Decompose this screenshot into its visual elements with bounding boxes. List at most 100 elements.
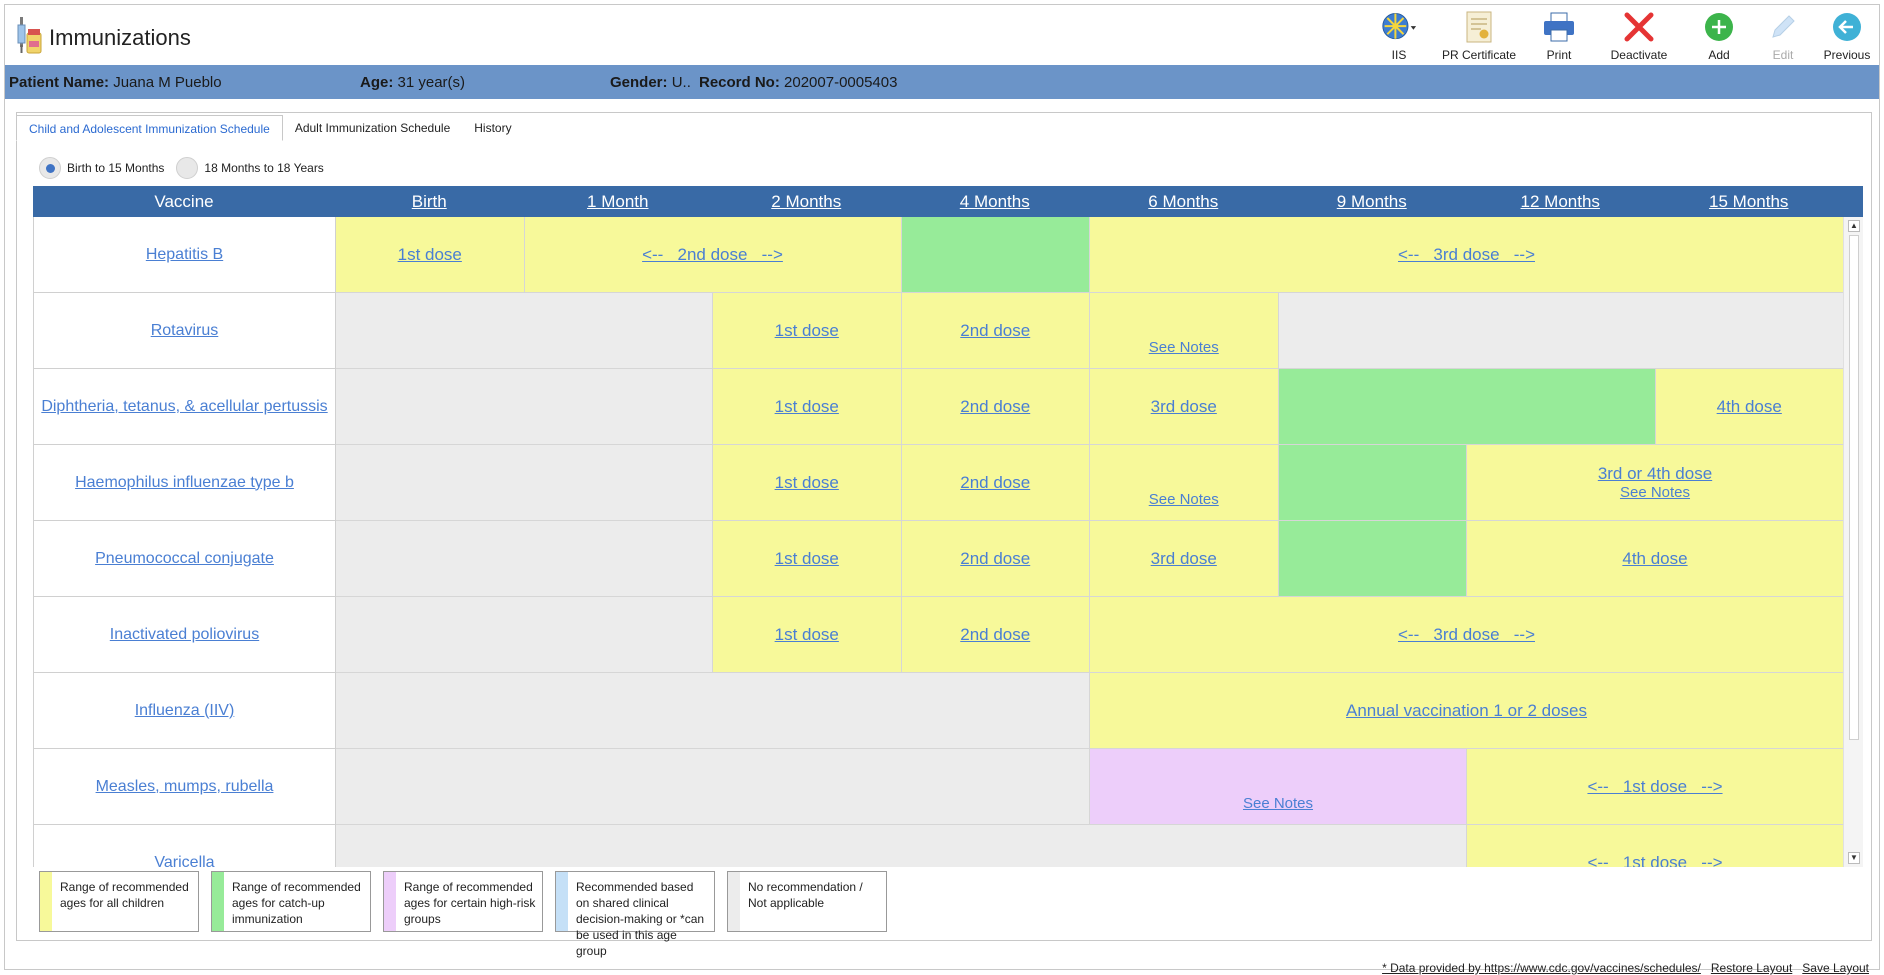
column-header-2[interactable]: 2 Months: [771, 192, 842, 211]
schedule-cell[interactable]: 3rd or 4th dose See Notes: [1467, 445, 1843, 521]
schedule-cell[interactable]: 1st dose: [336, 217, 525, 293]
schedule-cell[interactable]: 3rd dose: [1090, 521, 1279, 597]
schedule-cell[interactable]: 2nd dose: [901, 445, 1090, 521]
schedule-cell[interactable]: 3rd dose: [1090, 369, 1279, 445]
schedule-cell[interactable]: 4th dose: [1655, 369, 1843, 445]
column-header-5[interactable]: 9 Months: [1336, 192, 1407, 211]
radio-18-months-to-18-years[interactable]: 18 Months to 18 Years: [176, 157, 324, 179]
vaccine-link[interactable]: Influenza (IIV): [34, 673, 336, 749]
schedule-cell[interactable]: <-- 1st dose -->: [1467, 749, 1843, 825]
dose-link[interactable]: <-- 3rd dose -->: [1398, 624, 1535, 644]
add-button[interactable]: Add: [1687, 9, 1751, 65]
print-button[interactable]: Print: [1527, 9, 1591, 65]
tab-adult[interactable]: Adult Immunization Schedule: [294, 121, 451, 135]
tab-history[interactable]: History: [474, 121, 512, 135]
schedule-cell[interactable]: See Notes: [1090, 749, 1467, 825]
schedule-cell: [336, 445, 713, 521]
dose-link[interactable]: <-- 2nd dose -->: [642, 244, 783, 264]
column-header-3[interactable]: 4 Months: [959, 192, 1030, 211]
schedule-cell[interactable]: <-- 2nd dose -->: [524, 217, 902, 293]
dose-link[interactable]: 1st dose: [774, 472, 839, 492]
column-header-7[interactable]: 15 Months: [1709, 192, 1789, 211]
dose-link[interactable]: 2nd dose: [960, 396, 1031, 416]
dose-link[interactable]: 4th dose: [1716, 396, 1782, 416]
dose-link[interactable]: 2nd dose: [960, 624, 1031, 644]
see-notes-link[interactable]: See Notes: [1242, 795, 1314, 812]
scroll-thumb[interactable]: [1849, 235, 1859, 740]
radio-circle[interactable]: [176, 157, 199, 179]
column-header-0[interactable]: Birth: [411, 192, 447, 211]
schedule-cell[interactable]: <-- 3rd dose -->: [1090, 597, 1843, 673]
vaccine-link[interactable]: Hepatitis B: [34, 217, 336, 293]
save-layout-link[interactable]: Save Layout: [1802, 961, 1869, 975]
vaccine-link[interactable]: Diphtheria, tetanus, & acellular pertuss…: [34, 369, 336, 445]
radio-label: 18 Months to 18 Years: [204, 161, 324, 175]
dose-link[interactable]: 4th dose: [1622, 548, 1688, 568]
schedule-cell[interactable]: 4th dose: [1467, 521, 1843, 597]
column-header-4[interactable]: 6 Months: [1148, 192, 1219, 211]
see-notes-link[interactable]: See Notes: [1619, 484, 1691, 501]
dose-link[interactable]: <-- 3rd dose -->: [1398, 244, 1535, 264]
see-notes-link[interactable]: See Notes: [1148, 491, 1219, 508]
dose-link[interactable]: 3rd dose: [1150, 548, 1217, 568]
vaccine-link[interactable]: Measles, mumps, rubella: [34, 749, 336, 825]
dose-link[interactable]: <-- 1st dose -->: [1587, 852, 1723, 868]
column-header-1[interactable]: 1 Month: [587, 192, 649, 211]
schedule-cell[interactable]: Annual vaccination 1 or 2 doses: [1090, 673, 1843, 749]
dose-link[interactable]: 1st dose: [774, 624, 839, 644]
dose-link[interactable]: 3rd dose: [1150, 396, 1217, 416]
iis-button[interactable]: IIS: [1367, 9, 1431, 65]
schedule-cell[interactable]: 2nd dose: [901, 521, 1090, 597]
column-header-6[interactable]: 12 Months: [1520, 192, 1600, 211]
dose-link[interactable]: 1st dose: [774, 396, 839, 416]
dose-link[interactable]: 2nd dose: [960, 472, 1031, 492]
vaccine-link[interactable]: Pneumococcal conjugate: [34, 521, 336, 597]
schedule-cell[interactable]: <-- 1st dose -->: [1467, 825, 1843, 867]
dose-link[interactable]: 1st dose: [774, 548, 839, 568]
dose-link[interactable]: 2nd dose: [960, 548, 1031, 568]
dose-link[interactable]: 1st dose: [397, 244, 462, 264]
schedule-cell[interactable]: 1st dose: [713, 445, 902, 521]
pr-certificate-button[interactable]: PR Certificate: [1431, 9, 1527, 65]
dose-link[interactable]: <-- 1st dose -->: [1587, 776, 1723, 796]
legend-item: Range of recommended ages for certain hi…: [383, 871, 543, 932]
edit-button[interactable]: Edit: [1751, 9, 1815, 65]
vaccine-link[interactable]: Haemophilus influenzae type b: [34, 445, 336, 521]
restore-layout-link[interactable]: Restore Layout: [1710, 961, 1793, 975]
dose-link[interactable]: 2nd dose: [960, 320, 1031, 340]
vaccine-link[interactable]: Inactivated poliovirus: [34, 597, 336, 673]
schedule-cell[interactable]: See Notes: [1090, 293, 1279, 369]
tab-child-adolescent[interactable]: Child and Adolescent Immunization Schedu…: [16, 115, 283, 141]
legend-item: No recommendation / Not applicable: [727, 871, 887, 932]
legend-item: Range of recommended ages for catch-up i…: [211, 871, 371, 932]
schedule-cell[interactable]: 2nd dose: [901, 293, 1090, 369]
dose-link[interactable]: 1st dose: [774, 320, 839, 340]
vaccine-link[interactable]: Rotavirus: [34, 293, 336, 369]
schedule-cell[interactable]: 1st dose: [713, 369, 902, 445]
see-notes-link[interactable]: See Notes: [1148, 339, 1219, 356]
schedule-cell[interactable]: <-- 3rd dose -->: [1090, 217, 1843, 293]
footer: * Data provided by https://www.cdc.gov/v…: [1372, 961, 1869, 975]
grid-scrollbar[interactable]: ▲ ▼: [1843, 217, 1863, 867]
deactivate-button[interactable]: Deactivate: [1591, 9, 1687, 65]
print-label: Print: [1546, 48, 1572, 62]
previous-button[interactable]: Previous: [1815, 9, 1879, 65]
cdc-source-link[interactable]: * Data provided by https://www.cdc.gov/v…: [1382, 961, 1701, 975]
radio-birth-to-15-months[interactable]: Birth to 15 Months: [39, 157, 164, 179]
schedule-tabs: Child and Adolescent Immunization Schedu…: [16, 115, 524, 141]
previous-label: Previous: [1823, 48, 1871, 62]
schedule-cell[interactable]: See Notes: [1090, 445, 1279, 521]
schedule-cell[interactable]: 1st dose: [713, 521, 902, 597]
header: Immunizations IIS: [5, 5, 1879, 65]
schedule-cell[interactable]: 1st dose: [713, 597, 902, 673]
scroll-up-icon[interactable]: ▲: [1848, 220, 1860, 232]
scroll-down-icon[interactable]: ▼: [1848, 852, 1860, 864]
radio-circle[interactable]: [39, 157, 61, 179]
schedule-cell[interactable]: 2nd dose: [901, 597, 1090, 673]
dose-link[interactable]: Annual vaccination 1 or 2 doses: [1346, 700, 1587, 720]
schedule-cell[interactable]: 2nd dose: [901, 369, 1090, 445]
dose-link[interactable]: 3rd or 4th dose: [1597, 464, 1713, 483]
patient-name: Patient Name: Juana M Pueblo: [9, 74, 222, 91]
schedule-cell[interactable]: 1st dose: [713, 293, 902, 369]
vaccine-link[interactable]: Varicella: [34, 825, 336, 867]
